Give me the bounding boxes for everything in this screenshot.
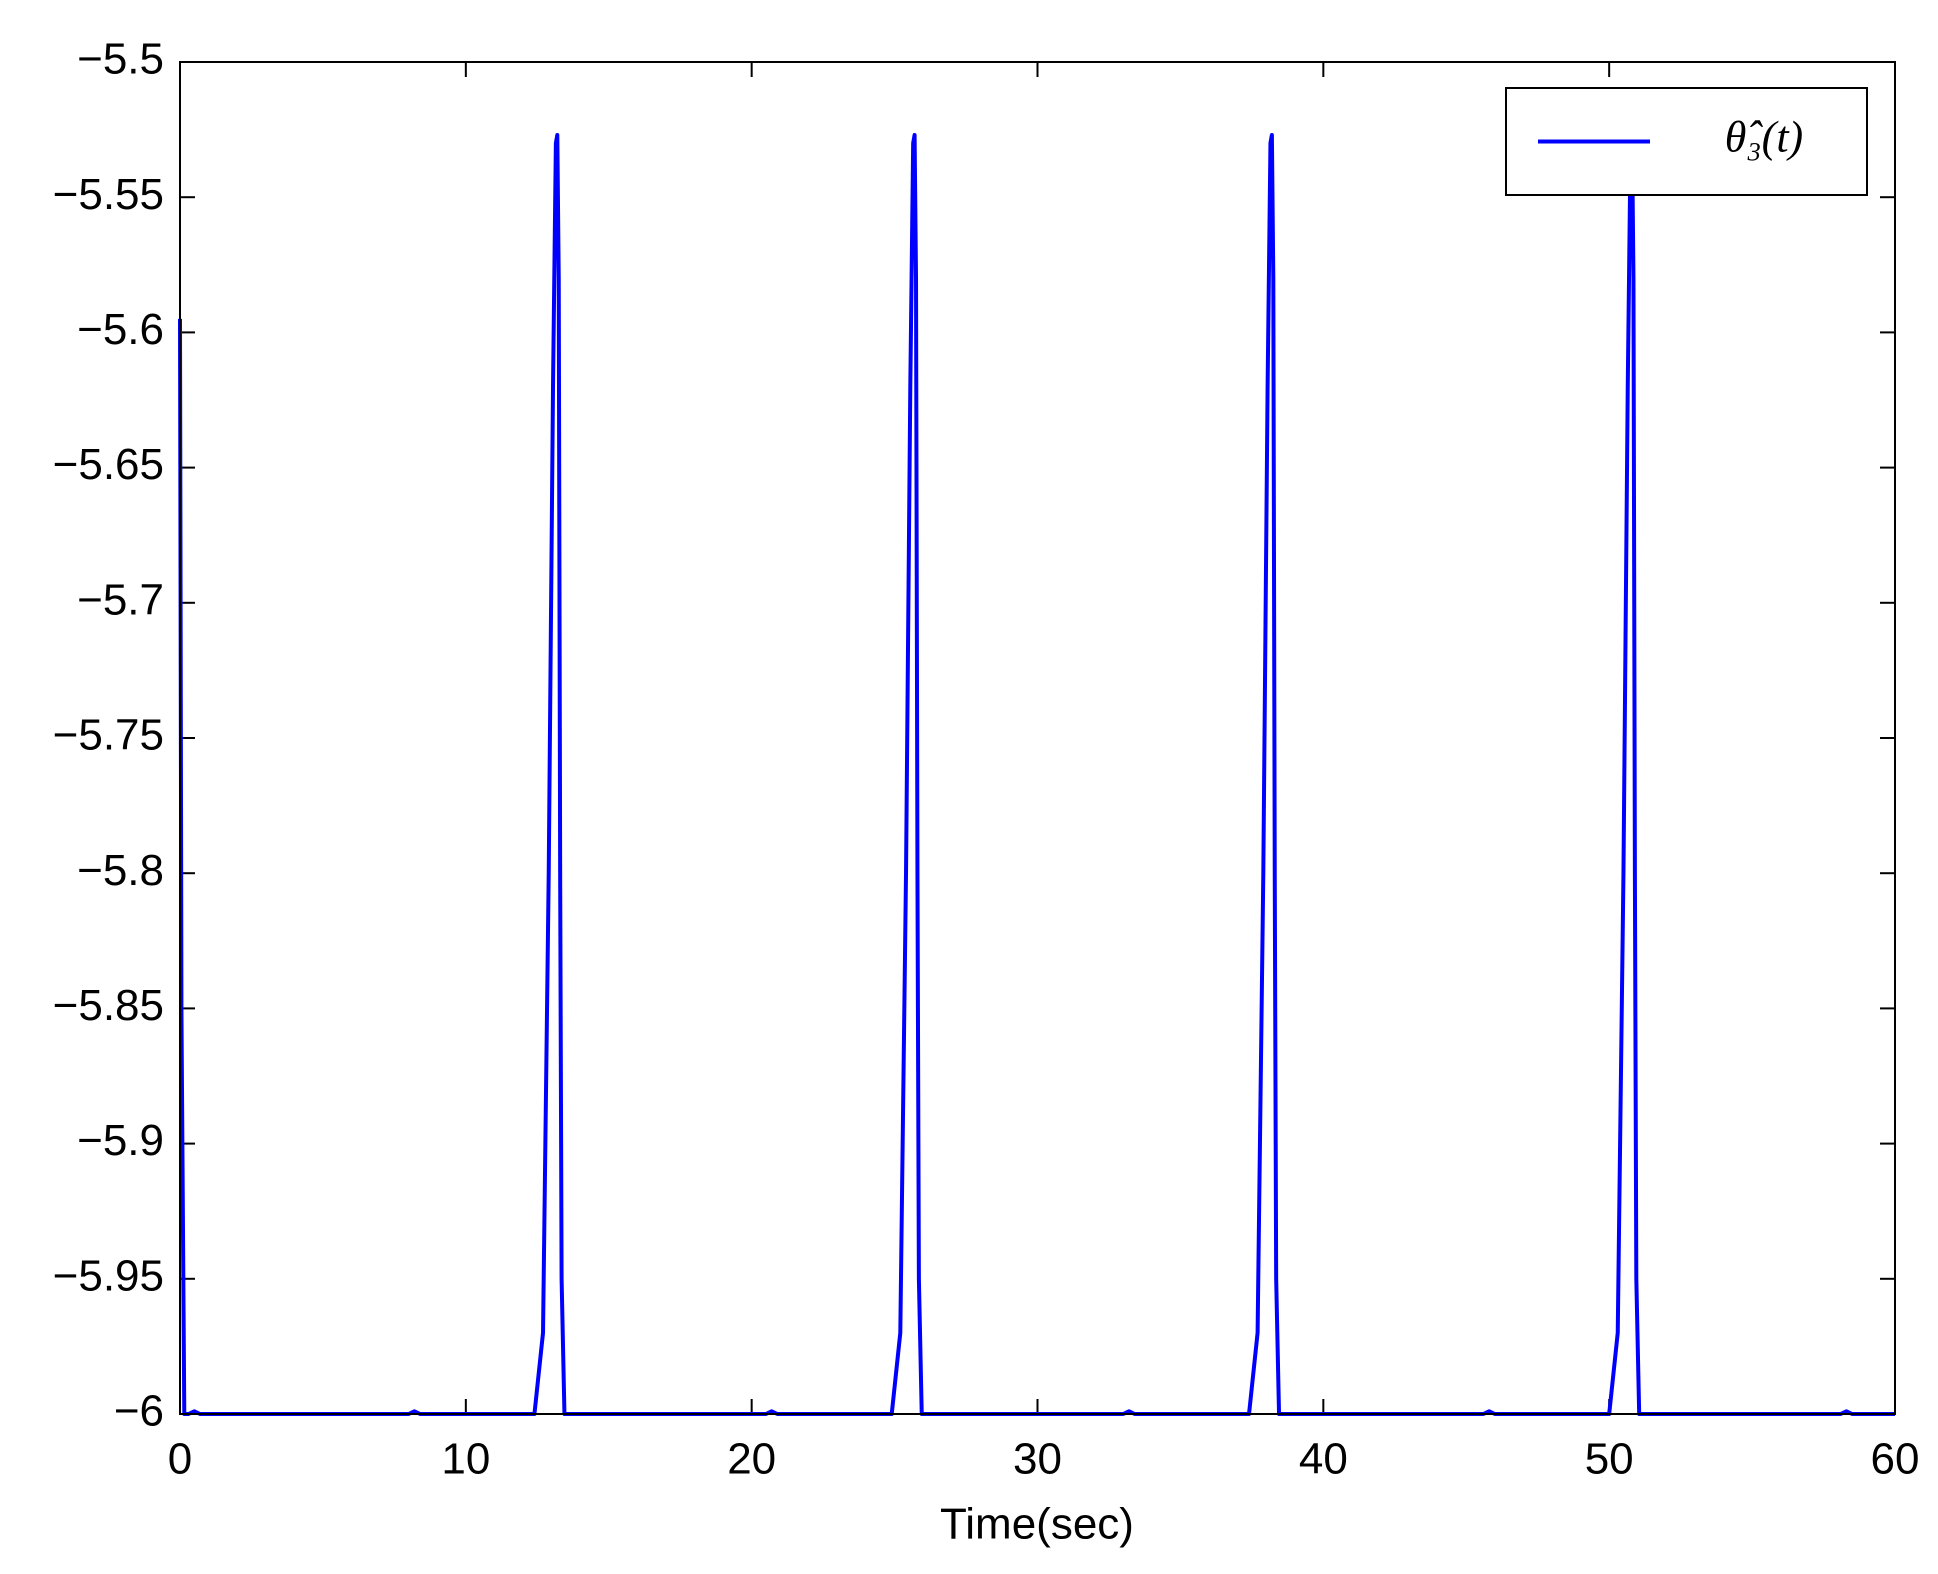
y-tick-label: −5.55: [53, 170, 164, 219]
y-tick-label: −6: [114, 1387, 164, 1436]
y-tick-label: −5.6: [77, 305, 164, 354]
x-tick-label: 40: [1299, 1435, 1348, 1484]
plot-frame: [179, 61, 1896, 1415]
x-axis-label: Time(sec): [940, 1500, 1134, 1549]
y-tick-label: −5.75: [53, 711, 164, 760]
y-tick-label: −5.95: [53, 1251, 164, 1300]
y-tick-label: −5.8: [77, 846, 164, 895]
x-tick-label: 60: [1871, 1435, 1920, 1484]
x-tick-label: 50: [1585, 1435, 1634, 1484]
y-tick-label: −5.9: [77, 1116, 164, 1165]
x-tick-label: 20: [727, 1435, 776, 1484]
x-tick-label: 30: [1013, 1435, 1062, 1484]
y-tick-label: −5.85: [53, 981, 164, 1030]
x-tick-label: 10: [441, 1435, 490, 1484]
y-tick-label: −5.65: [53, 440, 164, 489]
y-tick-label: −5.7: [77, 575, 164, 624]
y-tick-label: −5.5: [77, 35, 164, 84]
data-line: [178, 133, 1895, 1416]
x-tick-label: 0: [168, 1435, 192, 1484]
legend-label: θ̂₃(t): [1725, 113, 1803, 162]
